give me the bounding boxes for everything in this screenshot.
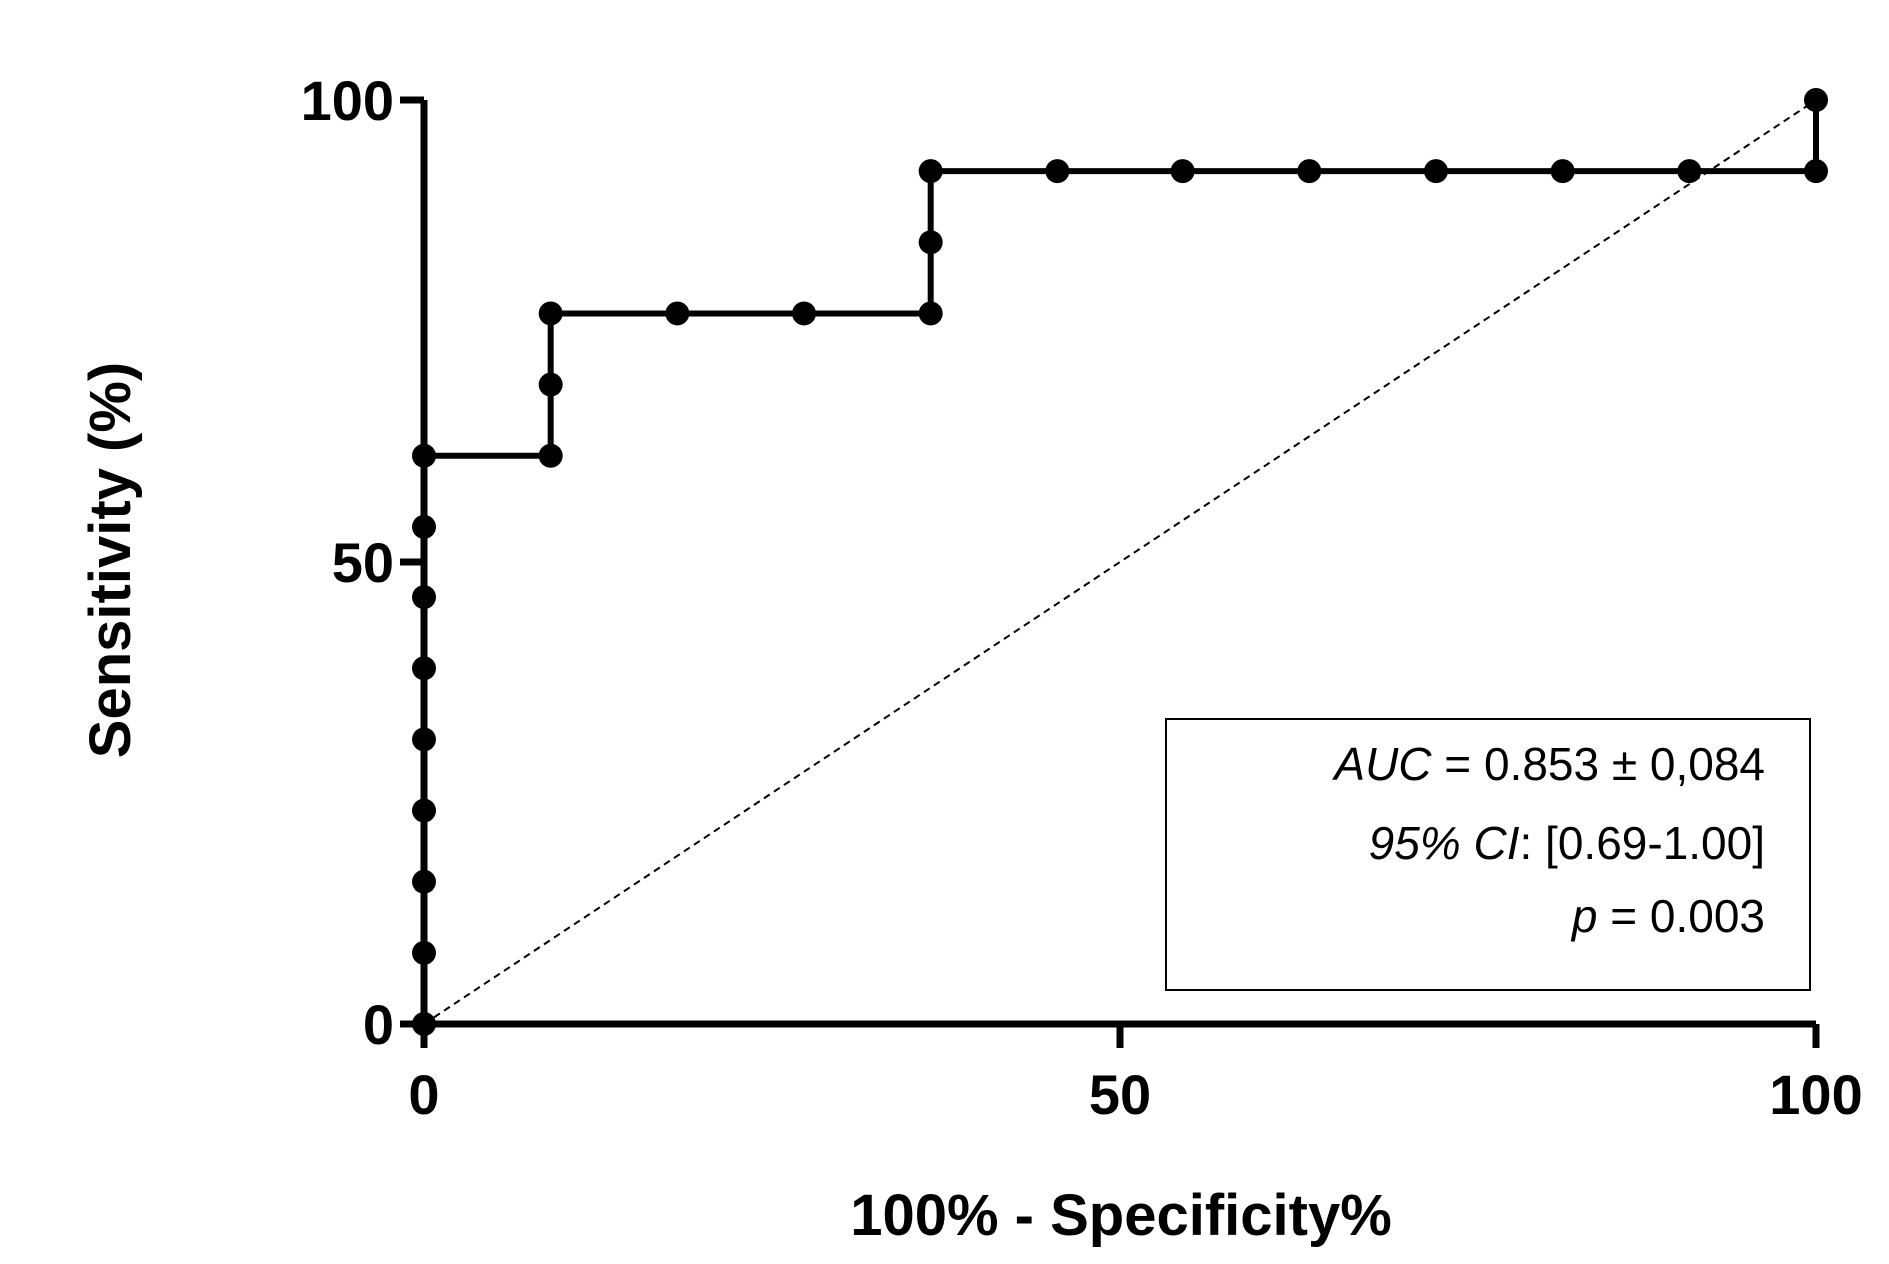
roc-point [1297, 159, 1322, 184]
y-tick-label: 0 [363, 993, 394, 1056]
x-tick-label: 100 [1769, 1063, 1862, 1126]
roc-point [1804, 88, 1828, 112]
y-tick-label: 50 [332, 531, 394, 594]
annotation-italic: AUC [1331, 738, 1432, 790]
roc-point [412, 869, 436, 894]
roc-point [412, 727, 436, 752]
annotation: p = 0.003 [1570, 890, 1765, 942]
roc-point [412, 1012, 436, 1036]
roc-point [412, 514, 436, 539]
roc-point [1045, 159, 1070, 184]
roc-point [1423, 159, 1448, 184]
roc-point [538, 301, 563, 326]
roc-point [1804, 159, 1828, 184]
roc-point [538, 443, 563, 468]
annotation: 95% CI: [0.69-1.00] [1369, 817, 1765, 869]
roc-point [412, 798, 436, 823]
roc-point [412, 443, 436, 468]
roc-point [1677, 159, 1702, 184]
roc-point [412, 940, 436, 965]
roc-point [412, 656, 436, 681]
roc-point [792, 301, 817, 326]
roc-point [1170, 159, 1195, 184]
annotation-box [1165, 718, 1811, 991]
y-axis-title: Sensitivity (%) [78, 362, 143, 758]
x-tick-label: 50 [1089, 1063, 1151, 1126]
roc-point [918, 301, 943, 326]
reference-line [423, 99, 1817, 1025]
y-tick-label: 100 [301, 69, 394, 132]
roc-point [412, 585, 436, 610]
annotation: AUC = 0.853 ± 0,084 [1331, 738, 1765, 790]
roc-point [538, 372, 563, 397]
annotation-text: : [0.69-1.00] [1520, 817, 1766, 869]
annotation-italic: p [1570, 890, 1598, 942]
roc-point [918, 230, 943, 255]
x-axis-title: 100% - Specificity% [850, 1183, 1392, 1248]
roc-point [1550, 159, 1575, 184]
x-tick-label: 0 [408, 1063, 439, 1126]
annotation-text: = 0.853 ± 0,084 [1432, 738, 1765, 790]
roc-point [918, 159, 943, 184]
roc-point [665, 301, 690, 326]
annotation-italic: 95% CI [1369, 817, 1520, 869]
annotation-text: = 0.003 [1597, 890, 1765, 942]
